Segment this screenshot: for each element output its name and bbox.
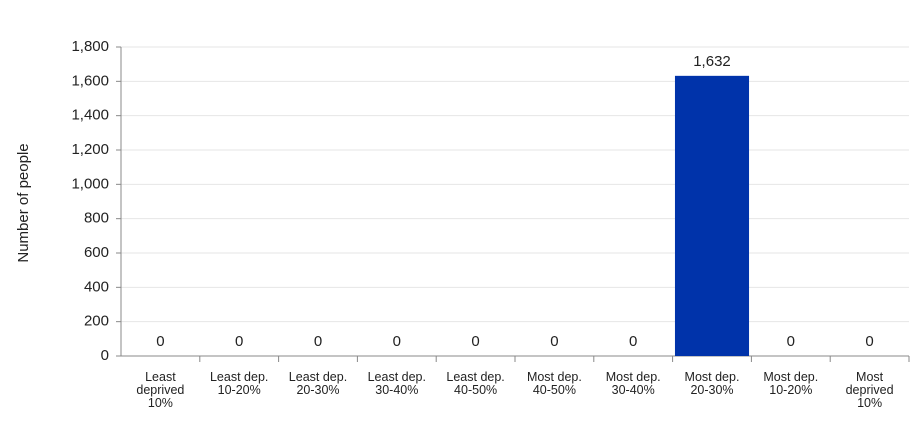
y-tick-label: 400 bbox=[84, 278, 109, 295]
x-tick-label: Most deprived 10% bbox=[845, 370, 894, 410]
x-tick-label: Most dep. 40-50% bbox=[526, 370, 582, 397]
x-tick-label: Least dep. 10-20% bbox=[209, 370, 269, 397]
value-label: 0 bbox=[235, 333, 243, 350]
value-label: 0 bbox=[314, 333, 322, 350]
x-tick-label: Most dep. 30-40% bbox=[605, 370, 661, 397]
x-tick-label: Least dep. 40-50% bbox=[446, 370, 505, 397]
value-label: 0 bbox=[865, 333, 873, 350]
y-tick-label: 0 bbox=[101, 347, 109, 364]
value-label: 1,632 bbox=[693, 53, 731, 70]
x-tick-label: Least dep. 20-30% bbox=[288, 370, 348, 397]
y-tick-label: 600 bbox=[84, 244, 109, 261]
y-tick-label: 1,200 bbox=[71, 141, 109, 158]
value-label: 0 bbox=[156, 333, 164, 350]
value-label: 0 bbox=[393, 333, 401, 350]
y-tick-label: 1,400 bbox=[71, 107, 109, 124]
y-tick-label: 800 bbox=[84, 210, 109, 227]
x-tick-label: Most dep. 20-30% bbox=[684, 370, 740, 397]
x-tick-label: Least deprived 10% bbox=[136, 370, 185, 410]
value-label: 0 bbox=[629, 333, 637, 350]
value-label: 0 bbox=[471, 333, 479, 350]
y-tick-label: 1,000 bbox=[71, 175, 109, 192]
value-label: 0 bbox=[550, 333, 558, 350]
value-label: 0 bbox=[787, 333, 795, 350]
bar bbox=[674, 75, 750, 356]
y-tick-label: 1,800 bbox=[71, 38, 109, 55]
x-tick-label: Least dep. 30-40% bbox=[367, 370, 426, 397]
y-tick-label: 200 bbox=[84, 313, 109, 330]
y-tick-label: 1,600 bbox=[71, 72, 109, 89]
y-axis-title: Number of people bbox=[15, 143, 32, 262]
x-tick-label: Most dep. 10-20% bbox=[763, 370, 819, 397]
